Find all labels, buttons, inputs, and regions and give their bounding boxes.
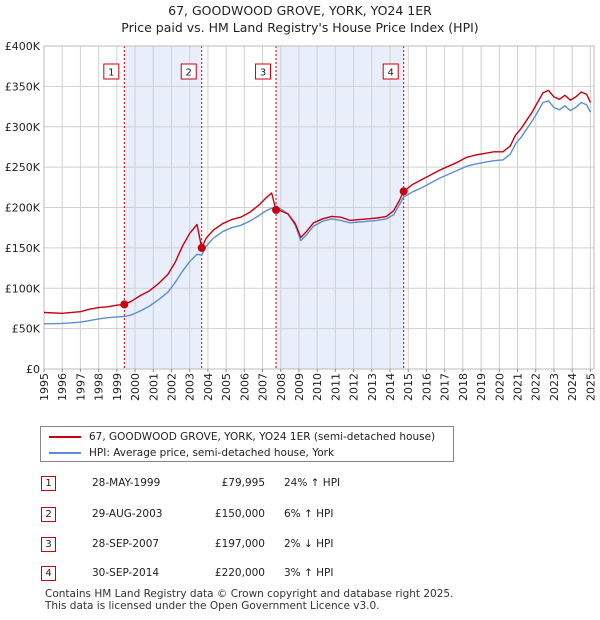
- sale-box-1: [103, 63, 120, 80]
- legend-swatch-property: [49, 436, 81, 438]
- y-tick-label: £400K: [5, 40, 41, 53]
- sale-box-2: [180, 63, 197, 80]
- x-tick-label: 2022: [530, 373, 543, 401]
- x-tick-label: 2006: [238, 373, 251, 401]
- x-tick-label: 2013: [366, 373, 379, 401]
- x-tick-label: 2003: [184, 373, 197, 401]
- sale-box-4: [382, 63, 399, 80]
- chart-title: 67, GOODWOOD GROVE, YORK, YO24 1ER Price…: [0, 2, 600, 36]
- x-tick-label: 2018: [457, 373, 470, 401]
- sale-number-badge: 4: [41, 566, 56, 581]
- title-line-1: 67, GOODWOOD GROVE, YORK, YO24 1ER: [168, 3, 432, 18]
- x-tick-label: 2016: [420, 373, 433, 401]
- sale-price: £150,000: [214, 508, 265, 520]
- sale-hpi-diff: 6% ↑ HPI: [284, 508, 334, 520]
- legend-label-hpi: HPI: Average price, semi-detached house,…: [89, 447, 335, 459]
- x-tick-label: 2024: [566, 373, 579, 401]
- x-tick-label: 2019: [475, 373, 488, 401]
- sale-box-3: [255, 63, 272, 80]
- y-tick-label: £0: [26, 363, 40, 376]
- series: [43, 89, 592, 325]
- sale-marker-2: [197, 243, 206, 252]
- sale-date: 28-MAY-1999: [92, 477, 161, 489]
- sale-hpi-diff: 24% ↑ HPI: [284, 477, 341, 489]
- plot-area: [43, 45, 595, 370]
- legend-swatch-hpi: [49, 452, 81, 454]
- sale-number-badge: 3: [41, 537, 56, 552]
- y-tick-label: £100K: [5, 282, 41, 295]
- sale-price: £220,000: [214, 567, 265, 579]
- sale-price: £197,000: [214, 538, 265, 550]
- price-chart: 1 2 3 4 £0 £50K £100K £150K £200K £250K £300K £350…: [5, 40, 598, 401]
- y-axis: £0 £50K £100K £150K £200K £250K £300K £350K £400…: [5, 40, 41, 376]
- sale-box-label-3: 3: [260, 68, 266, 79]
- x-tick-label: 1998: [93, 373, 106, 401]
- table-row: 4 30-SEP-2014 £220,000 3% ↑ HPI: [0, 564, 600, 584]
- sale-price: £79,995: [221, 477, 265, 489]
- x-tick-label: 1996: [56, 373, 69, 401]
- x-tick-label: 2012: [348, 373, 361, 401]
- sale-number-badge: 2: [41, 507, 56, 522]
- series-line-hpi: [43, 100, 592, 325]
- x-tick-label: 2010: [311, 373, 324, 401]
- x-tick-label: 2025: [584, 373, 597, 401]
- x-tick-label: 2008: [275, 373, 288, 401]
- x-tick-label: 1997: [74, 373, 87, 401]
- legend: 67, GOODWOOD GROVE, YORK, YO24 1ER (semi…: [40, 426, 454, 462]
- sale-marker-4: [399, 187, 408, 196]
- series-line-property: [43, 89, 592, 314]
- legend-label-property: 67, GOODWOOD GROVE, YORK, YO24 1ER (semi…: [89, 431, 436, 443]
- x-tick-label: 2004: [202, 373, 215, 401]
- y-tick-label: £350K: [5, 80, 41, 93]
- x-tick-label: 2020: [493, 373, 506, 401]
- x-tick-label: 2002: [165, 373, 178, 401]
- sale-date: 28-SEP-2007: [92, 538, 160, 550]
- y-tick-label: £150K: [5, 242, 41, 255]
- title-line-2: Price paid vs. HM Land Registry's House …: [121, 20, 479, 35]
- table-row: 2 29-AUG-2003 £150,000 6% ↑ HPI: [0, 505, 600, 525]
- x-tick-label: 2023: [548, 373, 561, 401]
- footer: Contains HM Land Registry data © Crown c…: [45, 588, 453, 612]
- x-tick-label: 2014: [384, 373, 397, 401]
- y-tick-label: £250K: [5, 161, 41, 174]
- x-tick-label: 2001: [147, 373, 160, 401]
- table-row: 3 28-SEP-2007 £197,000 2% ↓ HPI: [0, 535, 600, 555]
- y-tick-label: £200K: [5, 202, 41, 215]
- x-tick-label: 2007: [257, 373, 270, 401]
- footer-line-1: Contains HM Land Registry data © Crown c…: [45, 588, 454, 600]
- y-tick-label: £50K: [12, 323, 41, 336]
- legend-item-hpi: HPI: Average price, semi-detached house,…: [49, 445, 334, 461]
- sale-marker-1: [120, 300, 129, 309]
- x-tick-label: 2011: [329, 373, 342, 401]
- footer-line-2: This data is licensed under the Open Gov…: [45, 600, 380, 612]
- sale-number-badge: 1: [41, 476, 56, 491]
- legend-item-property: 67, GOODWOOD GROVE, YORK, YO24 1ER (semi…: [49, 429, 435, 445]
- x-tick-label: 2017: [439, 373, 452, 401]
- table-row: 1 28-MAY-1999 £79,995 24% ↑ HPI: [0, 474, 600, 494]
- sale-box-label-1: 1: [108, 68, 114, 79]
- sale-box-label-2: 2: [186, 68, 192, 79]
- sale-date: 29-AUG-2003: [92, 508, 163, 520]
- sale-hpi-diff: 2% ↓ HPI: [284, 538, 334, 550]
- x-tick-label: 2021: [512, 373, 525, 401]
- sale-date: 30-SEP-2014: [92, 567, 160, 579]
- x-tick-label: 2000: [129, 373, 142, 401]
- x-tick-label: 2009: [293, 373, 306, 401]
- sale-marker-3: [272, 205, 281, 214]
- x-tick-label: 1995: [38, 373, 51, 401]
- sale-hpi-diff: 3% ↑ HPI: [284, 567, 334, 579]
- x-tick-label: 1999: [111, 373, 124, 401]
- x-axis: 1995 1996 1997 1998 1999 2000 2001 2002 2003 2004…: [38, 369, 597, 401]
- sale-box-label-4: 4: [387, 68, 393, 79]
- x-tick-label: 2015: [402, 373, 415, 401]
- x-tick-label: 2005: [220, 373, 233, 401]
- y-tick-label: £300K: [5, 121, 41, 134]
- sale-markers: 1 2 3 4: [103, 63, 408, 309]
